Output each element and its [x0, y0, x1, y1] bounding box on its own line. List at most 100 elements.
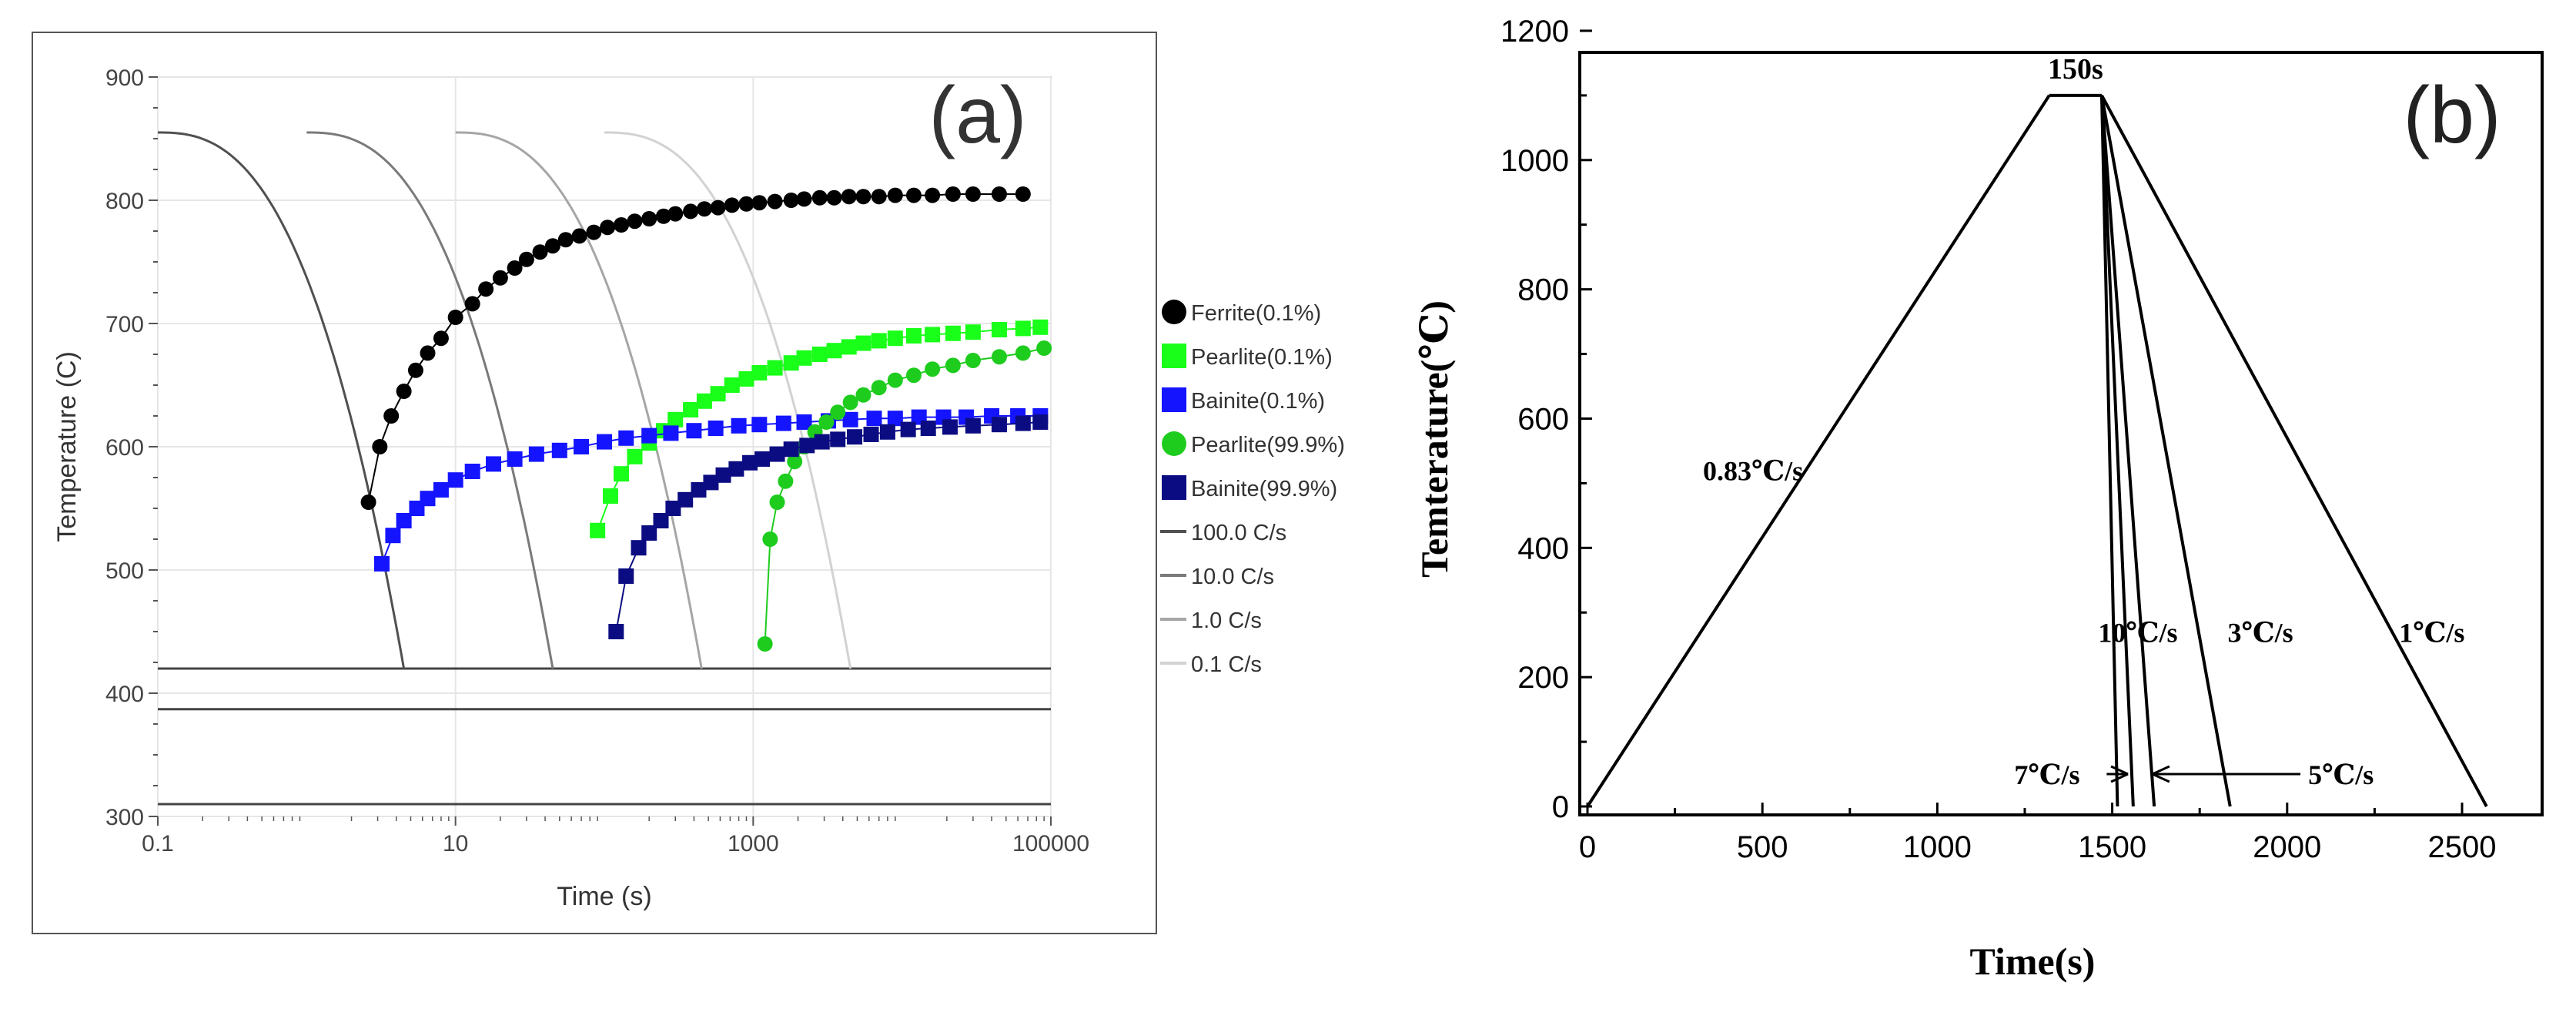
y-tick-label: 900: [105, 65, 144, 91]
data-point: [787, 454, 803, 470]
legend-label: 0.1 C/s: [1191, 652, 1262, 677]
data-point: [887, 372, 903, 388]
data-point: [372, 439, 388, 454]
data-point: [925, 361, 941, 377]
data-point: [871, 189, 887, 205]
cooling-curve: [455, 131, 703, 669]
data-point: [551, 442, 567, 458]
data-point: [447, 472, 463, 488]
y-tick-label: 300: [105, 805, 144, 830]
x-tick-label: 10: [443, 831, 468, 856]
data-point: [751, 365, 768, 380]
cooling-line: [2099, 95, 2156, 807]
data-point: [618, 568, 634, 584]
data-point: [783, 355, 799, 371]
y-tick-label: 400: [105, 682, 144, 707]
data-point: [492, 270, 508, 286]
data-point: [818, 414, 835, 430]
legend-label: Bainite(0.1%): [1191, 389, 1325, 414]
annotation-arrowhead: [2110, 765, 2129, 783]
data-point: [965, 186, 981, 202]
data-point: [1032, 414, 1049, 430]
data-point: [945, 357, 961, 374]
legend-label: 1.0 C/s: [1191, 608, 1262, 633]
data-point: [571, 228, 587, 244]
data-point: [811, 189, 828, 206]
data-point: [842, 411, 858, 427]
legend-marker: [1162, 344, 1186, 368]
data-point: [1015, 345, 1031, 361]
legend-marker: [1162, 387, 1186, 412]
y-tick-label: 1200: [1500, 15, 1569, 49]
data-point: [373, 556, 390, 572]
data-point: [826, 189, 842, 206]
data-point: [603, 488, 619, 504]
data-point: [383, 408, 400, 424]
data-point: [905, 367, 922, 384]
cooling-line: [2099, 95, 2119, 807]
data-point: [847, 429, 863, 445]
data-point: [742, 454, 758, 471]
y-tick-label: 1000: [1500, 144, 1569, 178]
data-point: [767, 360, 783, 376]
hold-label: 150s: [2048, 53, 2103, 85]
data-point: [641, 427, 657, 444]
panel-b-axes: 0 200 400 600 800 1000 1200 0 500 1000 1500 2000 250…: [1500, 15, 2496, 864]
data-point: [942, 419, 958, 435]
data-point: [866, 411, 882, 427]
panel-a-label: (a): [928, 71, 1026, 160]
data-point: [965, 417, 981, 434]
panel-a-series: [360, 186, 1052, 652]
y-tick-label: 600: [105, 435, 144, 461]
rate-label: 10℃/s: [2098, 617, 2177, 648]
data-point: [728, 461, 744, 477]
rate-label: 5℃/s: [2308, 759, 2374, 790]
data-point: [686, 423, 702, 439]
data-point: [769, 494, 785, 510]
legend-label: 10.0 C/s: [1191, 565, 1274, 589]
data-point: [796, 414, 812, 430]
data-point: [991, 349, 1007, 365]
data-point: [871, 380, 887, 396]
x-tick-label: 1500: [2078, 830, 2146, 864]
data-point: [965, 353, 981, 368]
data-point: [769, 446, 785, 462]
data-point: [778, 473, 794, 489]
rate-label: 3℃/s: [2228, 617, 2293, 648]
y-tick-label: 0: [1552, 790, 1569, 824]
x-tick-label: 100000: [1012, 831, 1089, 856]
x-tick-label: 2500: [2428, 830, 2497, 864]
data-point: [385, 528, 401, 544]
data-point: [557, 232, 574, 248]
data-point: [486, 456, 502, 472]
data-point: [691, 482, 707, 498]
x-tick-label: 1000: [728, 831, 779, 856]
data-point: [447, 310, 463, 325]
data-point: [830, 431, 846, 448]
data-point: [464, 464, 480, 479]
y-tick-label: 500: [105, 558, 144, 584]
data-point: [407, 362, 423, 378]
data-point: [433, 482, 449, 498]
data-point: [830, 404, 846, 421]
data-point: [925, 327, 941, 343]
data-point: [532, 244, 548, 260]
legend-marker: [1162, 475, 1186, 500]
data-point: [796, 350, 812, 366]
data-point: [783, 193, 799, 208]
data-point: [507, 451, 523, 467]
data-point: [663, 425, 679, 441]
panel-a-axes: 300 400 500 600 700 800 900 0.1 10 1000 100000: [105, 65, 1089, 856]
panel-a-xlabel: Time (s): [557, 882, 651, 911]
data-point: [855, 387, 871, 403]
data-point: [900, 421, 916, 437]
data-point: [871, 333, 887, 349]
data-point: [683, 402, 699, 417]
legend-marker: [1162, 300, 1186, 324]
data-point: [826, 343, 842, 359]
y-tick-label: 700: [105, 312, 144, 337]
data-point: [683, 203, 699, 220]
panel-b-ylabel: Temterature(℃): [1413, 300, 1456, 578]
data-point: [814, 434, 830, 450]
data-point: [783, 441, 799, 458]
